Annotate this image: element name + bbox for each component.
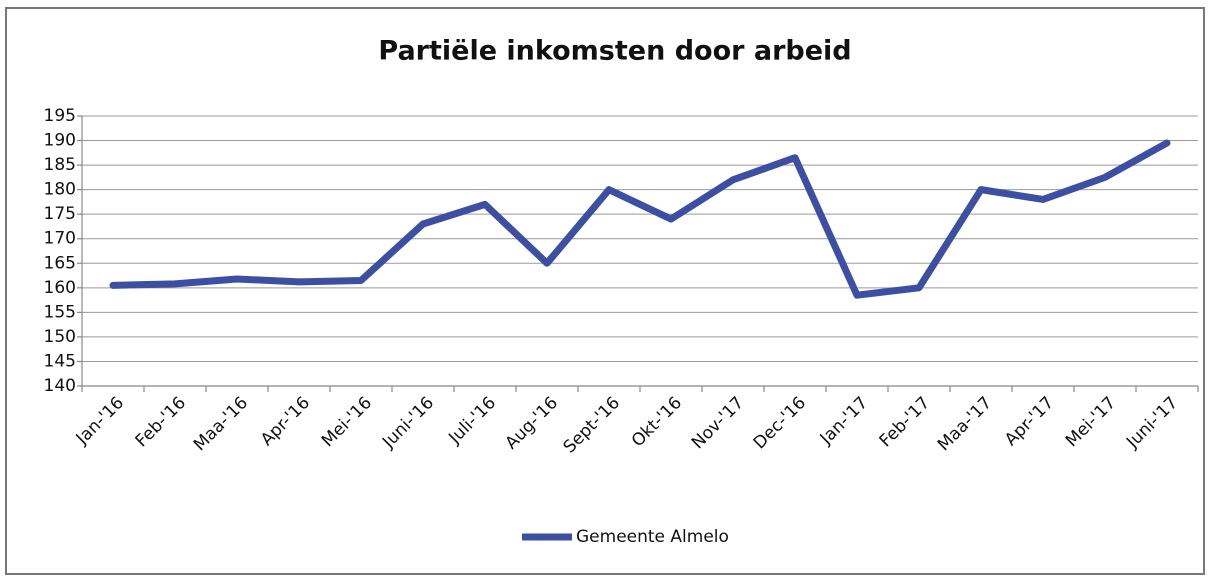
chart-title: Partiële inkomsten door arbeid [378, 36, 851, 67]
y-tick-label: 195 [44, 106, 76, 126]
data-line [109, 139, 1171, 299]
y-tick-label: 185 [44, 155, 76, 175]
y-tick-label: 165 [44, 253, 76, 273]
y-tick-label: 140 [44, 376, 76, 396]
chart-frame [5, 7, 1205, 575]
y-tick-label: 160 [44, 278, 76, 298]
y-tick-label: 170 [44, 229, 76, 249]
y-tick-label: 155 [44, 302, 76, 322]
y-tick-label: 175 [44, 204, 76, 224]
y-tick-label: 150 [44, 327, 76, 347]
legend-label: Gemeente Almelo [576, 527, 729, 547]
y-tick-label: 190 [44, 131, 76, 151]
y-tick-label: 180 [44, 180, 76, 200]
y-tick-label: 145 [44, 351, 76, 371]
